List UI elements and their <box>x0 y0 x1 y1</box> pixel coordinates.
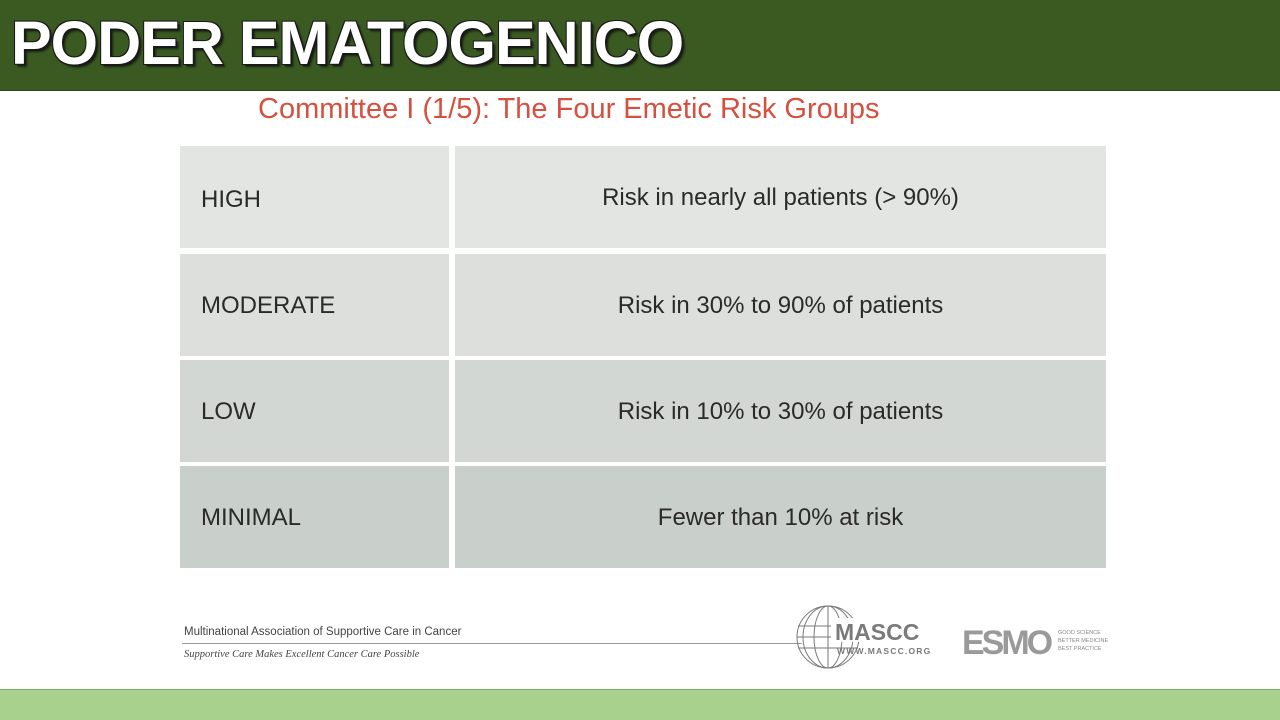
risk-level-label: MINIMAL <box>201 504 302 531</box>
risk-level-cell: MINIMAL <box>180 466 449 568</box>
risk-description-cell: Risk in 10% to 30% of patients <box>455 360 1106 462</box>
risk-level-label: MODERATE <box>201 292 336 319</box>
table-row: MODERATE Risk in 30% to 90% of patients <box>180 254 1106 356</box>
esmo-tagline-line: GOOD SCIENCE <box>1058 630 1101 636</box>
risk-level-cell: HIGH <box>180 146 449 248</box>
esmo-logo-text: ESMO <box>962 624 1053 661</box>
risk-description-text: Risk in 10% to 30% of patients <box>617 398 944 425</box>
esmo-tagline-line: BETTER MEDICINE <box>1058 638 1108 644</box>
slide-title: Committee I (1/5): The Four Emetic Risk … <box>258 93 880 125</box>
risk-description-cell: Risk in nearly all patients (> 90%) <box>455 146 1106 248</box>
risk-description-text: Risk in nearly all patients (> 90%) <box>602 184 959 211</box>
risk-level-cell: MODERATE <box>180 254 449 356</box>
footer-tagline: Supportive Care Makes Excellent Cancer C… <box>184 649 420 660</box>
footer-divider <box>182 643 802 644</box>
mascc-logo-text: MASCC <box>835 619 919 645</box>
header-bar: PODER EMATOGENICO <box>0 0 1280 91</box>
mascc-url: WWW.MASCC.ORG <box>837 646 931 656</box>
risk-level-label: LOW <box>201 398 256 425</box>
bottom-bar <box>0 689 1280 720</box>
risk-description-text: Risk in 30% to 90% of patients <box>617 292 944 319</box>
table-row: HIGH Risk in nearly all patients (> 90%) <box>180 146 1106 248</box>
esmo-logo: ESMO GOOD SCIENCE BETTER MEDICINE BEST P… <box>962 624 1108 661</box>
table-row: LOW Risk in 10% to 30% of patients <box>180 360 1106 462</box>
footer-organization: Multinational Association of Supportive … <box>184 626 462 638</box>
risk-description-cell: Fewer than 10% at risk <box>455 466 1106 568</box>
risk-level-label: HIGH <box>201 186 261 213</box>
esmo-tagline-line: BEST PRACTICE <box>1058 646 1102 652</box>
risk-description-text: Fewer than 10% at risk <box>657 504 904 531</box>
risk-description-cell: Risk in 30% to 90% of patients <box>455 254 1106 356</box>
page-title: PODER EMATOGENICO <box>11 9 684 77</box>
table-row: MINIMAL Fewer than 10% at risk <box>180 466 1106 568</box>
mascc-logo: MASCC WWW.MASCC.ORG <box>796 605 949 669</box>
slide-image: Committee I (1/5): The Four Emetic Risk … <box>147 91 1173 681</box>
risk-level-cell: LOW <box>180 360 449 462</box>
